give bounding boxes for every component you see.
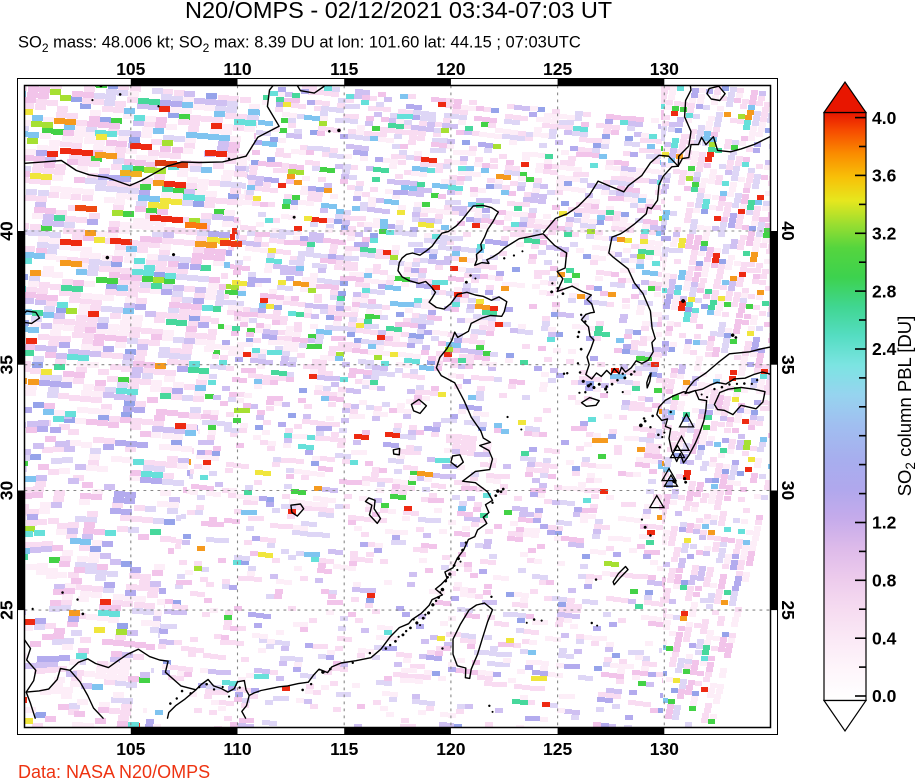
svg-text:Data: NASA N20/OMPS: Data: NASA N20/OMPS [18,762,210,782]
svg-text:1.2: 1.2 [872,513,897,533]
svg-text:125: 125 [543,739,572,759]
svg-text:3.6: 3.6 [872,166,897,186]
svg-text:120: 120 [436,739,465,759]
svg-text:30: 30 [778,481,798,501]
svg-text:SO2 mass: 48.006 kt; SO2 max:: SO2 mass: 48.006 kt; SO2 max: 8.39 DU at… [18,34,581,56]
svg-text:40: 40 [778,221,798,241]
svg-text:N20/OMPS - 02/12/2021 03:34-07: N20/OMPS - 02/12/2021 03:34-07:03 UT [185,0,612,23]
svg-text:115: 115 [330,59,358,79]
svg-text:130: 130 [650,59,679,79]
svg-text:2.8: 2.8 [872,281,897,301]
svg-text:115: 115 [330,739,358,759]
svg-text:4.0: 4.0 [872,108,897,128]
svg-text:120: 120 [436,59,465,79]
svg-text:0.4: 0.4 [872,628,897,648]
svg-text:0.0: 0.0 [872,686,897,706]
svg-text:3.2: 3.2 [872,224,897,244]
svg-text:125: 125 [543,59,572,79]
svg-text:0.8: 0.8 [872,571,897,591]
svg-text:25: 25 [0,600,17,620]
svg-text:SO2 column PBL [DU]: SO2 column PBL [DU] [894,316,918,497]
svg-text:110: 110 [223,739,251,759]
svg-text:105: 105 [116,59,145,79]
svg-text:35: 35 [0,355,17,375]
svg-text:130: 130 [650,739,679,759]
svg-text:105: 105 [116,739,145,759]
svg-text:35: 35 [778,355,798,375]
svg-text:30: 30 [0,481,17,501]
svg-text:40: 40 [0,221,17,241]
svg-text:2.4: 2.4 [872,339,897,359]
svg-text:25: 25 [778,600,798,620]
svg-text:110: 110 [223,59,251,79]
